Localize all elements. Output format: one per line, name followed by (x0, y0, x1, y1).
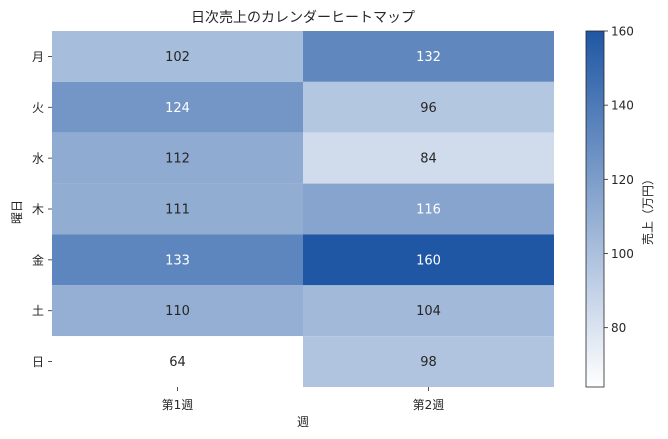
cell-value-label: 160 (416, 253, 441, 268)
x-axis-label: 週 (297, 415, 309, 429)
y-tick-label: 水 (32, 152, 44, 166)
heatmap-cell (52, 31, 303, 82)
y-tick-label: 木 (32, 203, 44, 217)
heatmap-cell (52, 132, 303, 184)
cell-value-label: 132 (416, 50, 441, 65)
y-tick-label: 土 (32, 304, 44, 318)
colorbar-ticks: 80 100 120 140 160 (604, 25, 634, 335)
cell-value-label: 133 (165, 253, 190, 268)
x-axis-ticks: 第1週 第2週 (162, 387, 445, 412)
y-tick-label: 月 (32, 50, 44, 64)
heatmap-cell (303, 183, 554, 235)
x-tick-label: 第2週 (413, 398, 445, 412)
heatmap-cell (52, 183, 303, 235)
cell-value-label: 96 (420, 101, 437, 116)
colorbar-tick-label: 160 (611, 25, 634, 39)
cell-value-label: 111 (165, 203, 190, 218)
heatmap-cell (303, 234, 554, 286)
y-tick-label: 金 (32, 252, 44, 267)
colorbar-tick-label: 120 (611, 173, 634, 187)
x-tick-label: 第1週 (162, 398, 194, 412)
colorbar-tick-label: 100 (611, 247, 634, 261)
cell-value-label: 116 (416, 203, 441, 218)
colorbar-label: 売上（万円） (640, 173, 655, 245)
cell-value-label: 124 (165, 101, 190, 116)
y-tick-label: 日 (32, 355, 44, 369)
cell-value-label: 110 (165, 304, 190, 319)
heatmap-cell (303, 81, 554, 133)
cell-value-label: 64 (169, 355, 186, 370)
colorbar-tick-label: 80 (611, 321, 626, 335)
y-axis-label: 曜日 (10, 200, 24, 224)
heatmap-cell (52, 234, 303, 286)
cell-value-label: 104 (416, 304, 441, 319)
chart-title: 日次売上のカレンダーヒートマップ (191, 10, 415, 26)
heatmap-cell (52, 285, 303, 337)
heatmap-cell (303, 132, 554, 184)
heatmap-cell (303, 336, 554, 387)
y-tick-label: 火 (32, 101, 44, 115)
heatmap-cell (52, 81, 303, 133)
heatmap-cells: 102 132 124 96 112 84 111 116 133 160 110 104 64 98 (52, 31, 554, 387)
heatmap-cell (303, 31, 554, 82)
cell-value-label: 84 (420, 152, 437, 167)
cell-value-label: 102 (165, 50, 190, 65)
heatmap-cell (303, 285, 554, 337)
cell-value-label: 98 (420, 355, 437, 370)
cell-value-label: 112 (165, 152, 190, 167)
heatmap-cell (52, 336, 303, 387)
colorbar (585, 30, 605, 388)
colorbar-tick-label: 140 (611, 99, 634, 113)
